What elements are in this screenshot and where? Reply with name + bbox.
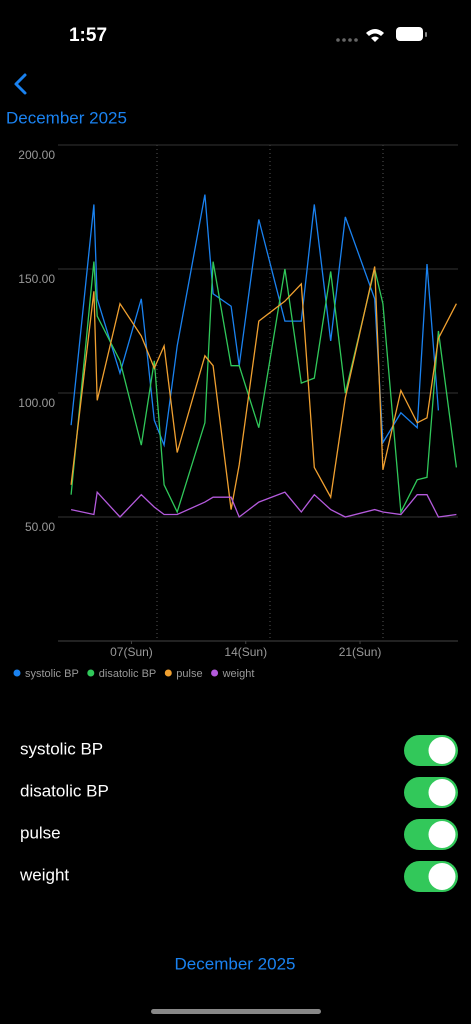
home-indicator xyxy=(151,1009,321,1014)
toggle-list: systolic BP disatolic BP pulse weight xyxy=(19,735,458,892)
footer-month[interactable]: December 2025 xyxy=(175,954,296,973)
toggle-label: weight xyxy=(19,865,69,884)
y-tick-label: 100.00 xyxy=(18,396,55,410)
switch-knob xyxy=(428,737,456,764)
toggle-switch[interactable] xyxy=(404,861,458,892)
x-tick-label: 07(Sun) xyxy=(110,645,153,659)
series-line xyxy=(70,490,457,519)
toggle-label: systolic BP xyxy=(20,739,103,758)
x-tick-label: 14(Sun) xyxy=(224,645,267,659)
switch-knob xyxy=(428,863,456,890)
status-time: 1:57 xyxy=(69,25,107,46)
status-icons xyxy=(336,27,427,42)
legend-swatch xyxy=(13,669,21,677)
switch-knob xyxy=(428,779,456,806)
header-title: December 2025 xyxy=(6,108,127,127)
chart: 50.00 100.00 150.00 200.00 07(Sun) 14(Sun) 21(… xyxy=(13,144,458,680)
series-line xyxy=(70,261,458,515)
y-tick-label: 50.00 xyxy=(25,520,55,534)
legend-label: weight xyxy=(222,668,255,680)
series-line xyxy=(70,266,457,510)
series-line xyxy=(70,194,440,448)
switch-knob xyxy=(428,821,456,848)
x-tick-label: 21(Sun) xyxy=(339,645,382,659)
legend-swatch xyxy=(211,669,219,677)
legend-swatch xyxy=(164,669,172,677)
toggle-switch[interactable] xyxy=(404,735,458,766)
legend-label: disatolic BP xyxy=(99,668,156,680)
y-tick-label: 200.00 xyxy=(18,148,55,162)
legend-label: systolic BP xyxy=(25,668,79,680)
back-button[interactable] xyxy=(14,73,27,95)
toggle-switch[interactable] xyxy=(404,777,458,808)
toggle-switch[interactable] xyxy=(404,819,458,850)
y-tick-label: 150.00 xyxy=(18,272,55,286)
toggle-label: pulse xyxy=(20,823,61,842)
legend-label: pulse xyxy=(176,668,202,680)
legend-swatch xyxy=(87,669,95,677)
toggle-label: disatolic BP xyxy=(20,781,109,800)
